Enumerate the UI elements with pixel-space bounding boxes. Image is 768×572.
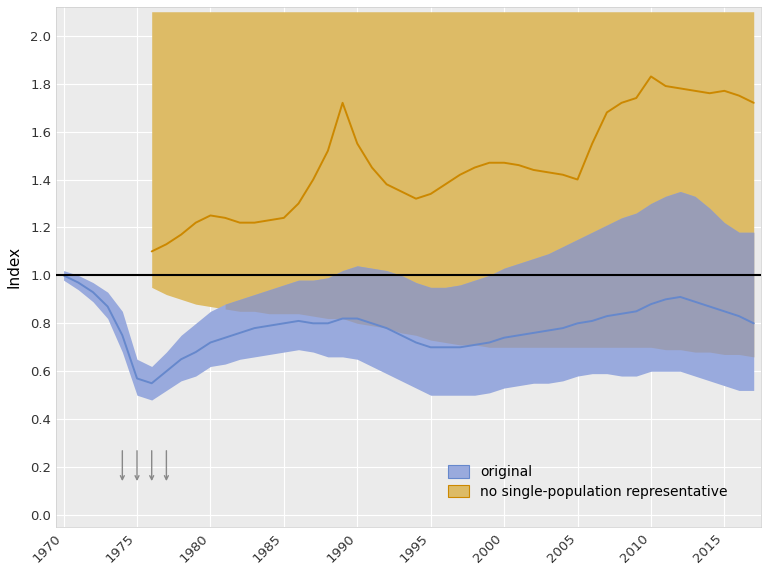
- Legend: original, no single-population representative: original, no single-population represent…: [442, 460, 733, 505]
- Y-axis label: Index: Index: [7, 246, 22, 288]
